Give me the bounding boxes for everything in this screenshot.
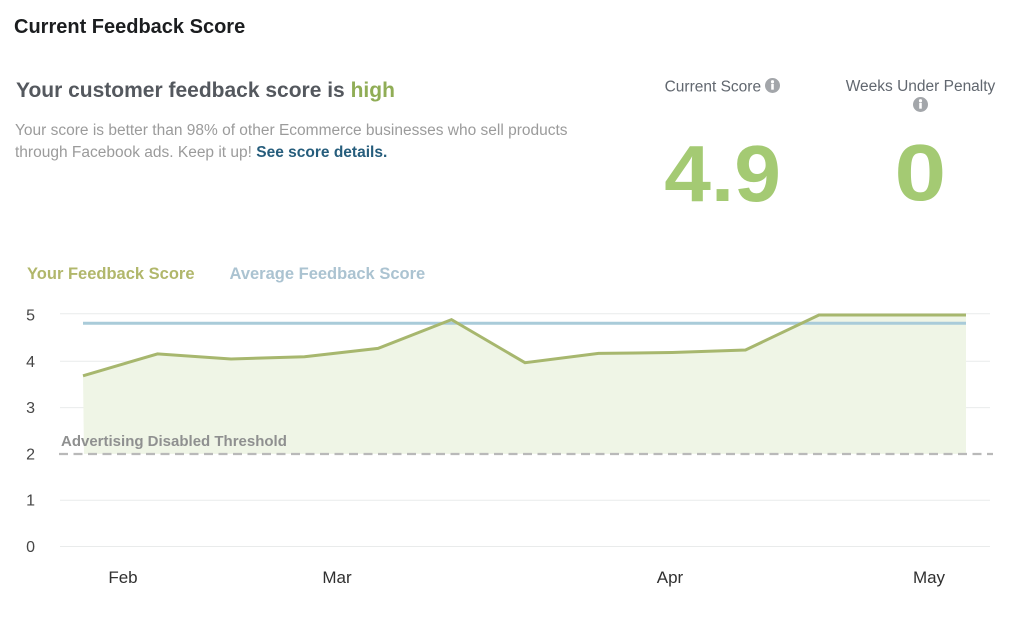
svg-text:1: 1 — [26, 493, 35, 510]
svg-text:4: 4 — [26, 354, 35, 371]
svg-text:Apr: Apr — [657, 568, 684, 587]
svg-text:2: 2 — [26, 446, 35, 463]
svg-text:5: 5 — [26, 308, 35, 325]
svg-text:May: May — [913, 568, 946, 587]
svg-text:Feb: Feb — [108, 568, 137, 587]
svg-text:Advertising Disabled Threshold: Advertising Disabled Threshold — [61, 433, 287, 450]
svg-text:Mar: Mar — [322, 568, 352, 587]
svg-text:0: 0 — [26, 539, 35, 556]
svg-text:3: 3 — [26, 400, 35, 417]
